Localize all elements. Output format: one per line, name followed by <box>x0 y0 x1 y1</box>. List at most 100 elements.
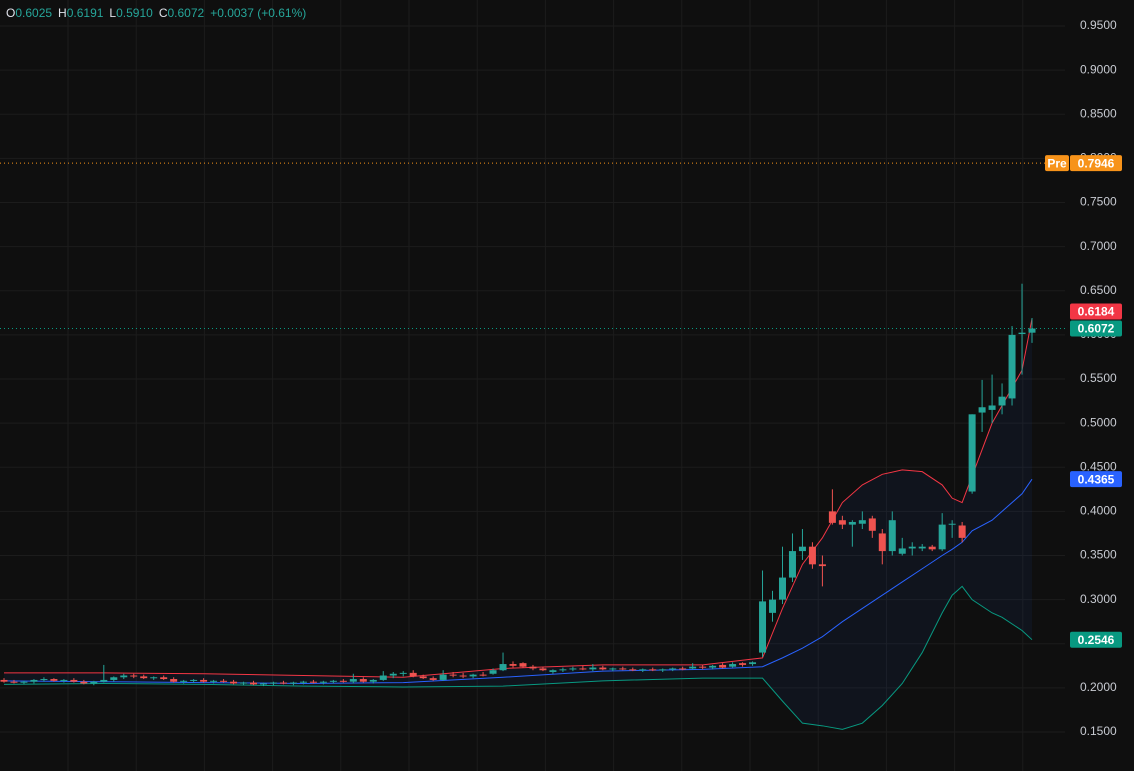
candle-body <box>599 667 607 670</box>
candle-body <box>649 669 657 671</box>
candle-body <box>100 679 108 682</box>
candle-body <box>679 668 687 670</box>
candle-body <box>798 546 806 552</box>
candle-body <box>60 679 68 681</box>
candle-body <box>309 681 317 683</box>
price-badge-label: 0.6072 <box>1078 322 1115 336</box>
y-tick-label: 0.4500 <box>1080 459 1117 473</box>
candle-body <box>838 520 846 525</box>
candle-body <box>429 678 437 680</box>
candle-body <box>1028 328 1036 333</box>
band-line <box>3 478 1033 684</box>
tag-badge <box>1045 155 1069 172</box>
candle-body <box>80 681 88 684</box>
candle-body <box>759 601 767 653</box>
candle-body <box>729 664 737 667</box>
candle-body <box>908 546 916 549</box>
candle-body <box>319 681 327 683</box>
candle-body <box>449 674 457 676</box>
y-tick-label: 0.7500 <box>1080 195 1117 209</box>
candle-body <box>519 663 527 667</box>
candle-body <box>359 679 367 682</box>
ohlc-key: L <box>109 6 116 20</box>
price-badge <box>1070 471 1122 488</box>
y-tick-label: 0.4000 <box>1080 504 1117 518</box>
candle-body <box>140 676 148 679</box>
price-badge-label: 0.6184 <box>1078 305 1115 319</box>
candle-body <box>699 666 707 668</box>
candle-body <box>479 674 487 676</box>
candle-body <box>669 668 677 670</box>
candle-body <box>868 518 876 531</box>
candle-body <box>439 674 447 680</box>
candle-body <box>160 677 168 680</box>
candle-body <box>858 520 866 524</box>
candle-body <box>808 546 816 565</box>
candle-body <box>709 665 717 668</box>
candle-body <box>289 682 297 684</box>
candle-body <box>978 407 986 413</box>
candle-body <box>639 669 647 671</box>
candle-body <box>948 523 956 525</box>
y-tick-label: 0.9000 <box>1080 62 1117 76</box>
candle-body <box>818 564 826 567</box>
y-tick-label: 0.2000 <box>1080 680 1117 694</box>
candle-body <box>539 668 547 671</box>
candle-body <box>259 683 267 685</box>
candle-body <box>349 679 357 682</box>
candle-body <box>719 664 727 668</box>
candle-body <box>329 680 337 682</box>
candle-body <box>279 682 287 684</box>
candle-body <box>469 674 477 677</box>
candle-body <box>998 396 1006 406</box>
ohlc-header: O0.6025 H0.6191 L0.5910 C0.6072 +0.0037 (+0.… <box>6 6 306 20</box>
candle-body <box>659 669 667 671</box>
candle-body <box>180 680 188 682</box>
candle-body <box>689 666 697 669</box>
candle-body <box>529 666 537 669</box>
candle-body <box>150 677 158 679</box>
candle-body <box>629 669 637 671</box>
candle-body <box>90 681 98 684</box>
candle-body <box>210 680 218 682</box>
candle-body <box>220 680 228 682</box>
candle-body <box>240 682 248 684</box>
candle-body <box>778 577 786 600</box>
band-line <box>3 585 1033 730</box>
y-tick-label: 0.3000 <box>1080 592 1117 606</box>
candle-body <box>110 677 118 680</box>
price-badge-label: 0.7946 <box>1078 156 1115 170</box>
ohlc-key: O <box>6 6 15 20</box>
ohlc-value: 0.6025 <box>15 6 52 20</box>
candle-body <box>269 682 277 684</box>
candle-body <box>30 679 38 682</box>
candle-body <box>339 680 347 682</box>
candle-body <box>419 676 427 679</box>
candle-body <box>739 663 747 665</box>
candle-body <box>200 679 208 682</box>
y-tick-label: 0.5000 <box>1080 415 1117 429</box>
candle-body <box>190 679 198 681</box>
ohlc-value: 0.6072 <box>167 6 204 20</box>
candle-body <box>509 664 517 666</box>
candle-body <box>559 669 567 671</box>
candle-body <box>878 533 886 552</box>
candle-body <box>399 672 407 674</box>
candle-body <box>749 662 757 665</box>
y-tick-label: 0.7000 <box>1080 239 1117 253</box>
candle-body <box>968 414 976 492</box>
y-tick-label: 0.3500 <box>1080 548 1117 562</box>
candle-body <box>250 682 258 685</box>
candle-body <box>579 668 587 670</box>
candle-body <box>888 520 896 552</box>
candle-body <box>938 524 946 550</box>
candle-body <box>988 405 996 410</box>
y-tick-label: 0.5500 <box>1080 371 1117 385</box>
candle-body <box>499 664 507 671</box>
candle-body <box>828 511 836 523</box>
ohlc-value: 0.6191 <box>67 6 104 20</box>
candle-body <box>379 675 387 680</box>
candle-body <box>958 525 966 538</box>
